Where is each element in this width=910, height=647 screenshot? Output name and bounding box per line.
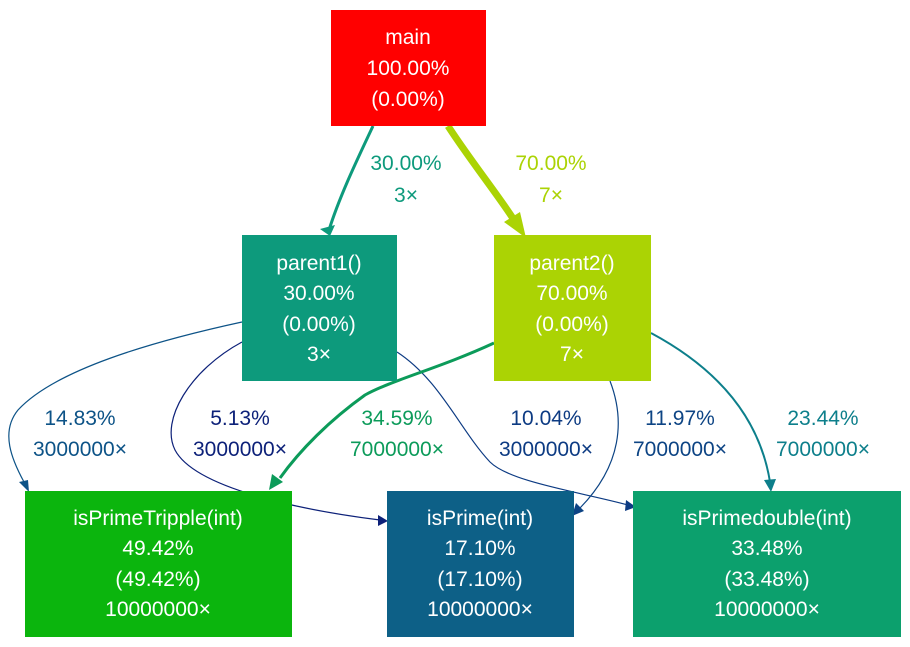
node-isPrimedouble-name: isPrimedouble(int) bbox=[682, 507, 851, 530]
edge-parent2-isPrimedouble-calls: 7000000× bbox=[776, 438, 870, 461]
node-main-box bbox=[331, 10, 486, 126]
node-parent1-name: parent1() bbox=[276, 252, 361, 275]
edge-parent1-isPrimeTripple: 14.83% 3000000× bbox=[8, 321, 243, 492]
node-isPrimeTripple-self: (49.42%) bbox=[115, 568, 200, 591]
node-isPrimedouble-box bbox=[633, 491, 901, 637]
edge-parent2-isPrimedouble: 23.44% 7000000× bbox=[650, 332, 870, 492]
edge-main-parent2-pct: 70.00% bbox=[515, 152, 586, 175]
edge-parent2-isPrime: 11.97% 7000000× bbox=[572, 380, 727, 516]
node-isPrime-calls: 10000000× bbox=[427, 598, 533, 621]
edge-parent1-isPrime-pct: 5.13% bbox=[210, 407, 270, 430]
edge-parent1-isPrimedouble: 10.04% 3000000× bbox=[396, 351, 636, 511]
edge-parent2-isPrimedouble-arrowhead bbox=[764, 479, 776, 492]
edge-main-parent2-arrowhead bbox=[504, 212, 526, 238]
node-isPrime-self: (17.10%) bbox=[437, 568, 522, 591]
node-isPrimeTripple-calls: 10000000× bbox=[105, 598, 211, 621]
node-main[interactable]: main 100.00% (0.00%) bbox=[331, 10, 486, 126]
node-main-self: (0.00%) bbox=[371, 88, 445, 111]
node-parent1-box bbox=[242, 235, 397, 381]
edge-main-parent2-line bbox=[445, 124, 517, 222]
edge-parent2-isPrimedouble-line bbox=[650, 332, 771, 483]
edge-parent1-isPrimedouble-line bbox=[396, 351, 629, 506]
node-main-name: main bbox=[385, 26, 431, 49]
node-isPrime[interactable]: isPrime(int) 17.10% (17.10%) 10000000× bbox=[387, 491, 574, 637]
edge-parent1-isPrimedouble-pct: 10.04% bbox=[510, 407, 581, 430]
node-isPrimedouble-total: 33.48% bbox=[731, 537, 802, 560]
edge-parent2-isPrimeTripple-arrowhead bbox=[269, 474, 283, 490]
node-isPrimeTripple-box bbox=[25, 491, 292, 637]
node-isPrime-box bbox=[387, 491, 574, 637]
edge-main-parent2-calls: 7× bbox=[539, 184, 563, 207]
edge-main-parent1-line bbox=[327, 125, 375, 231]
edge-parent1-isPrime-line bbox=[170, 341, 381, 521]
node-parent1-calls: 3× bbox=[307, 343, 331, 366]
edge-main-parent2: 70.00% 7× bbox=[445, 124, 587, 238]
edge-parent1-isPrimeTripple-pct: 14.83% bbox=[44, 407, 115, 430]
node-isPrime-total: 17.10% bbox=[444, 537, 515, 560]
node-parent2-box bbox=[494, 235, 651, 381]
node-isPrimeTripple[interactable]: isPrimeTripple(int) 49.42% (49.42%) 1000… bbox=[25, 491, 292, 637]
node-parent2-name: parent2() bbox=[529, 252, 614, 275]
node-isPrimedouble-calls: 10000000× bbox=[714, 598, 820, 621]
node-parent1-self: (0.00%) bbox=[282, 313, 356, 336]
edge-main-parent1-arrowhead bbox=[320, 225, 335, 236]
edge-parent2-isPrime-arrowhead bbox=[572, 503, 584, 516]
edge-parent1-isPrime: 5.13% 3000000× bbox=[170, 341, 388, 526]
edge-parent2-isPrimeTripple-pct: 34.59% bbox=[361, 407, 432, 430]
edge-parent2-isPrimeTripple-line bbox=[278, 341, 495, 479]
node-parent2-self: (0.00%) bbox=[535, 313, 609, 336]
edge-parent2-isPrime-pct: 11.97% bbox=[645, 407, 715, 430]
edge-parent1-isPrime-calls: 3000000× bbox=[193, 438, 287, 461]
node-parent2-total: 70.00% bbox=[536, 282, 607, 305]
node-isPrimedouble[interactable]: isPrimedouble(int) 33.48% (33.48%) 10000… bbox=[633, 491, 901, 637]
edge-parent1-isPrimeTripple-calls: 3000000× bbox=[33, 438, 127, 461]
edge-parent1-isPrime-arrowhead bbox=[378, 515, 388, 526]
node-parent2-calls: 7× bbox=[560, 343, 584, 366]
node-main-total: 100.00% bbox=[367, 57, 450, 80]
edge-parent2-isPrimeTripple-calls: 7000000× bbox=[350, 438, 444, 461]
node-parent1[interactable]: parent1() 30.00% (0.00%) 3× bbox=[242, 235, 397, 381]
edge-parent2-isPrime-calls: 7000000× bbox=[633, 438, 727, 461]
edge-parent1-isPrimedouble-calls: 3000000× bbox=[499, 438, 593, 461]
node-isPrimeTripple-total: 49.42% bbox=[122, 537, 193, 560]
edge-parent1-isPrimedouble-arrowhead bbox=[625, 500, 636, 511]
edge-main-parent1-pct: 30.00% bbox=[370, 152, 441, 175]
edge-main-parent1: 30.00% 3× bbox=[320, 125, 442, 236]
node-parent2[interactable]: parent2() 70.00% (0.00%) 7× bbox=[494, 235, 651, 381]
edge-parent2-isPrimedouble-pct: 23.44% bbox=[787, 407, 858, 430]
edge-parent2-isPrimeTripple: 34.59% 7000000× bbox=[269, 341, 495, 490]
node-isPrimeTripple-name: isPrimeTripple(int) bbox=[73, 507, 243, 530]
node-isPrime-name: isPrime(int) bbox=[427, 507, 533, 530]
edge-parent1-isPrimeTripple-arrowhead bbox=[19, 480, 29, 492]
edge-main-parent1-calls: 3× bbox=[394, 184, 418, 207]
node-parent1-total: 30.00% bbox=[283, 282, 354, 305]
node-isPrimedouble-self: (33.48%) bbox=[724, 568, 809, 591]
edge-parent1-isPrimeTripple-line bbox=[8, 321, 243, 483]
edge-parent2-isPrime-line bbox=[579, 380, 619, 509]
